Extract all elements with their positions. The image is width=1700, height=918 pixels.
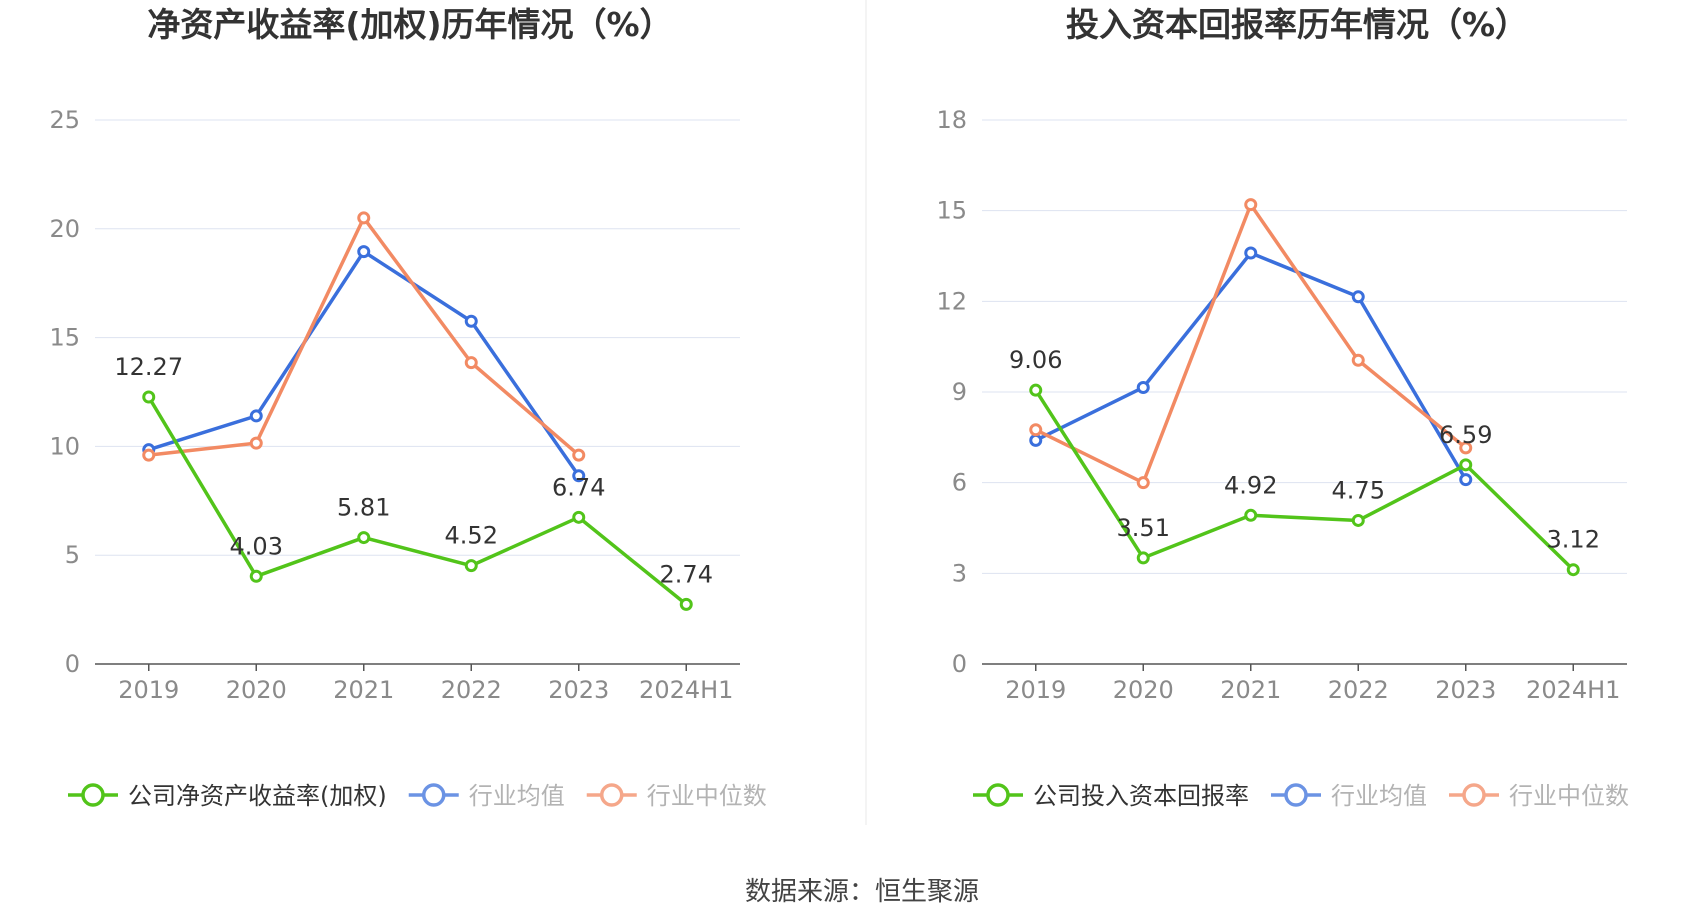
y-tick-label: 15 bbox=[936, 197, 967, 225]
legend-marker-icon bbox=[986, 783, 1010, 807]
data-point-company[interactable] bbox=[1029, 383, 1043, 397]
data-point-company[interactable] bbox=[1136, 551, 1150, 565]
x-tick-label: 2023 bbox=[548, 676, 609, 704]
legend-marker-icon bbox=[81, 783, 105, 807]
legend-marker-icon bbox=[599, 783, 624, 807]
y-tick-label: 0 bbox=[65, 650, 80, 678]
data-label: 4.75 bbox=[1332, 476, 1385, 504]
legend-marker-icon bbox=[421, 783, 446, 807]
data-label: 4.92 bbox=[1224, 471, 1277, 499]
legend-item-company[interactable]: 公司投入资本回报率 bbox=[973, 782, 1249, 810]
data-point-median[interactable] bbox=[1351, 353, 1365, 367]
x-tick-label: 2020 bbox=[226, 676, 287, 704]
x-tick-label: 2024H1 bbox=[1526, 676, 1620, 704]
legend-label: 行业中位数 bbox=[647, 782, 767, 810]
data-point-company[interactable] bbox=[572, 510, 586, 524]
chart-title: 净资产收益率(加权)历年情况（%） bbox=[147, 5, 672, 44]
data-point-company[interactable] bbox=[679, 597, 693, 611]
x-tick-label: 2021 bbox=[333, 676, 394, 704]
roic-chart-panel: 投入资本回报率历年情况（%） 0 3 6 9 12 15 18 2019 2020 2021 2022… bbox=[936, 5, 1629, 810]
y-tick-label: 0 bbox=[952, 650, 967, 678]
data-point-average[interactable] bbox=[249, 409, 263, 423]
y-tick-label: 15 bbox=[49, 324, 80, 352]
legend-label: 公司投入资本回报率 bbox=[1033, 782, 1249, 810]
y-tick-label: 25 bbox=[49, 106, 80, 134]
data-label: 4.03 bbox=[230, 532, 283, 560]
data-label: 4.52 bbox=[445, 522, 498, 550]
legend-label: 行业均值 bbox=[469, 782, 565, 810]
y-tick-label: 5 bbox=[65, 541, 80, 569]
legend-label: 行业中位数 bbox=[1509, 782, 1629, 810]
y-tick-label: 12 bbox=[936, 287, 967, 315]
legend-label: 行业均值 bbox=[1331, 782, 1427, 810]
data-point-average[interactable] bbox=[1459, 473, 1473, 487]
data-point-average[interactable] bbox=[464, 314, 478, 328]
data-point-average[interactable] bbox=[572, 469, 586, 483]
legend-marker-icon bbox=[1462, 783, 1486, 807]
y-tick-label: 6 bbox=[952, 469, 967, 497]
data-point-average[interactable] bbox=[1029, 433, 1043, 447]
x-tick-label: 2021 bbox=[1220, 676, 1281, 704]
roe-chart-panel: 净资产收益率(加权)历年情况（%） 0 5 10 15 20 25 2019 2020 2021 2… bbox=[49, 5, 766, 810]
legend-label: 公司净资产收益率(加权) bbox=[128, 782, 387, 810]
series-line-company bbox=[1034, 389, 1575, 571]
data-point-median[interactable] bbox=[357, 211, 371, 225]
series-line-average bbox=[1034, 251, 1468, 481]
series-line-company bbox=[147, 396, 688, 606]
x-tick-label: 2022 bbox=[1328, 676, 1389, 704]
x-tick-label: 2019 bbox=[1005, 676, 1066, 704]
legend-item-median[interactable]: 行业中位数 bbox=[586, 782, 767, 810]
data-point-average[interactable] bbox=[1351, 290, 1365, 304]
data-label: 6.74 bbox=[552, 473, 605, 501]
series-line-average bbox=[148, 249, 581, 477]
x-tick-label: 2020 bbox=[1113, 676, 1174, 704]
data-point-median[interactable] bbox=[1136, 476, 1150, 490]
data-point-average[interactable] bbox=[357, 245, 371, 259]
legend-item-company[interactable]: 公司净资产收益率(加权) bbox=[68, 782, 387, 810]
data-label: 3.12 bbox=[1547, 526, 1600, 554]
data-source-note: 数据来源：恒生聚源 bbox=[745, 877, 979, 907]
data-point-median[interactable] bbox=[464, 356, 478, 370]
y-tick-label: 20 bbox=[49, 215, 80, 243]
data-point-median[interactable] bbox=[1459, 441, 1473, 455]
x-tick-label: 2019 bbox=[118, 676, 179, 704]
data-label: 9.06 bbox=[1009, 346, 1062, 374]
data-point-company[interactable] bbox=[357, 531, 371, 545]
x-tick-label: 2023 bbox=[1435, 676, 1496, 704]
data-label: 5.81 bbox=[337, 494, 390, 522]
legend-marker-icon bbox=[1284, 783, 1308, 807]
data-point-company[interactable] bbox=[1244, 508, 1258, 522]
series-line-median bbox=[1034, 202, 1467, 485]
y-tick-label: 10 bbox=[49, 432, 80, 460]
data-label: 12.27 bbox=[114, 353, 183, 381]
y-tick-label: 3 bbox=[952, 559, 967, 587]
data-point-median[interactable] bbox=[142, 448, 156, 462]
y-tick-label: 9 bbox=[952, 378, 967, 406]
data-point-median[interactable] bbox=[249, 436, 263, 450]
data-point-company[interactable] bbox=[1351, 513, 1365, 527]
data-label: 6.59 bbox=[1439, 421, 1492, 449]
data-point-company[interactable] bbox=[464, 559, 478, 573]
data-point-median[interactable] bbox=[1029, 423, 1043, 437]
data-point-median[interactable] bbox=[572, 448, 586, 462]
data-point-company[interactable] bbox=[142, 390, 156, 404]
data-point-company[interactable] bbox=[1459, 458, 1473, 472]
data-point-average[interactable] bbox=[1244, 246, 1258, 260]
x-tick-label: 2022 bbox=[441, 676, 502, 704]
data-point-company[interactable] bbox=[249, 569, 263, 583]
y-tick-label: 18 bbox=[936, 106, 967, 134]
data-point-median[interactable] bbox=[1244, 198, 1258, 212]
data-point-company[interactable] bbox=[1566, 563, 1580, 577]
data-label: 2.74 bbox=[660, 560, 713, 588]
legend-item-median[interactable]: 行业中位数 bbox=[1449, 782, 1629, 810]
legend-item-average[interactable]: 行业均值 bbox=[408, 782, 565, 810]
data-point-average[interactable] bbox=[1136, 380, 1150, 394]
x-tick-label: 2024H1 bbox=[639, 676, 733, 704]
legend-item-average[interactable]: 行业均值 bbox=[1271, 782, 1427, 810]
data-label: 3.51 bbox=[1117, 514, 1170, 542]
chart-title: 投入资本回报率历年情况（%） bbox=[1066, 5, 1528, 44]
